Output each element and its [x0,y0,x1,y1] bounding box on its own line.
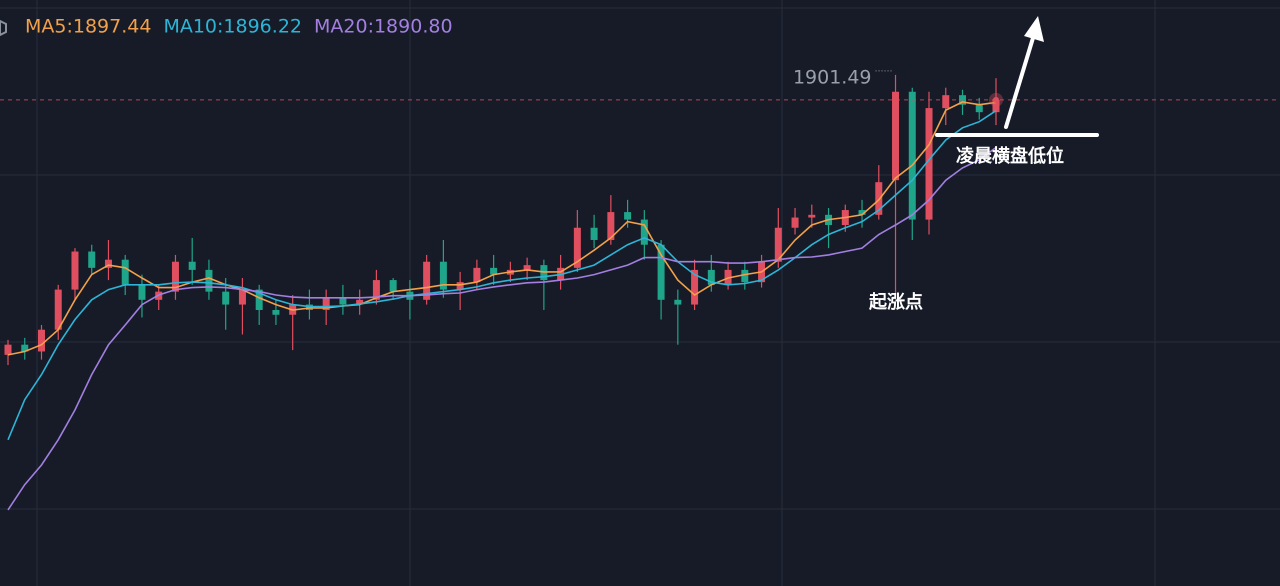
candle-body [892,91,900,181]
candle-body [121,259,129,285]
annotation: 凌晨横盘低位 [956,145,1064,167]
candle-body [21,344,29,352]
candle-body [741,269,749,283]
candle-body [88,251,96,268]
candle-body [423,261,431,300]
candle-body [791,217,799,228]
ma-line [7,110,997,441]
annotation: 起涨点 [868,291,923,313]
candle-body [272,309,280,315]
candle-body [138,284,146,300]
candle-body [657,244,665,300]
candle-body [54,289,62,330]
candle-body [523,265,531,270]
candle-body [171,261,179,292]
candle-body [624,212,632,220]
candle-body [37,329,45,352]
candle-body [222,291,230,305]
candle-body [4,344,12,355]
candle-body [925,108,933,220]
legend-entry: MA5:1897.44 [25,16,151,38]
candle-body [104,259,112,268]
arrow-head [1024,16,1044,42]
candle-body [590,227,598,240]
candle-body [255,289,263,310]
candle-body [389,280,397,292]
candle-body [439,261,447,290]
candle-body [322,297,330,310]
high-label: 1901.49 [793,66,872,88]
candle-body [975,104,983,113]
candle-body [808,214,816,218]
candle-body [473,267,481,283]
candle-body [858,210,866,215]
candle-body [908,91,916,220]
candle-body [456,282,464,290]
candle-body [490,267,498,275]
candle-body [691,269,699,305]
ma-line [7,146,997,511]
candle-body [573,227,581,268]
candle-body [238,289,246,305]
candle-body [875,182,883,215]
ma-line [7,101,997,356]
candle-body [707,269,715,285]
settings-icon[interactable] [0,19,7,37]
candle-body [205,269,213,292]
candle-body [372,280,380,300]
last-price-dot [993,96,999,103]
candle-body [356,299,364,305]
candle-body [339,297,347,305]
candle-body [640,219,648,245]
candle-body [71,251,79,290]
legend-entry: MA10:1896.22 [163,16,302,38]
candle-body [774,227,782,262]
candle-body [188,261,196,270]
candle-body [942,95,950,109]
annotation-arrow [1004,26,1038,129]
candle-body [607,212,615,240]
candle-body [992,99,1000,113]
legend-entry: MA20:1890.80 [314,16,453,38]
candle-body [674,299,682,305]
plot [0,74,1280,511]
